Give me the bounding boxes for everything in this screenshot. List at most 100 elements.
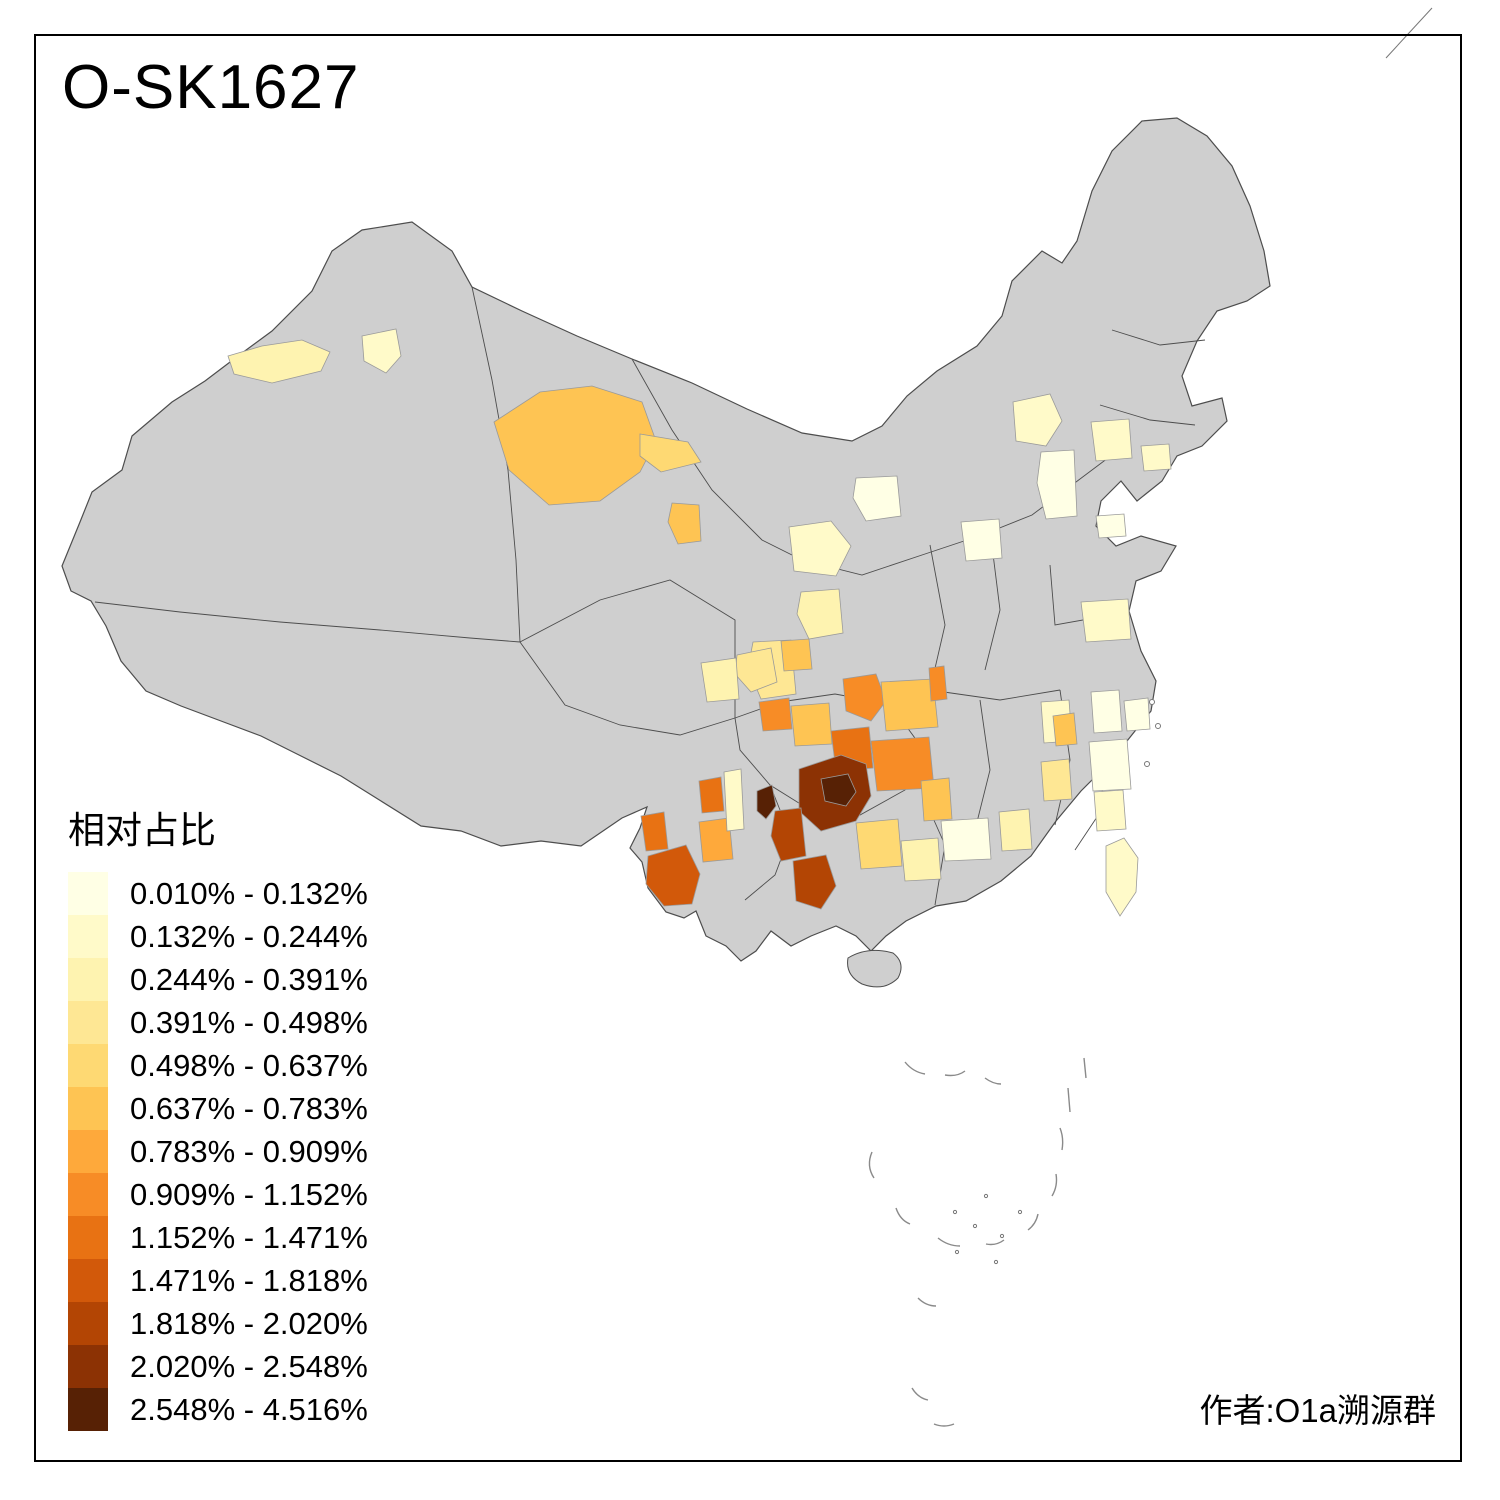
- map-region-shaanxi-south-sliver: [928, 665, 948, 702]
- map-region-yunnan-northwest: [640, 811, 669, 852]
- province-border-line: [1111, 329, 1206, 346]
- map-region-gansu-alxa-east: [639, 433, 702, 473]
- sea-islet-dot: [1017, 1209, 1023, 1215]
- legend-label: 0.637% - 0.783%: [130, 1090, 368, 1126]
- province-border-line: [929, 689, 1061, 701]
- legend-swatch: [68, 1044, 108, 1087]
- legend-swatch: [68, 1087, 108, 1130]
- legend-label: 1.471% - 1.818%: [130, 1262, 368, 1298]
- province-border-line: [1099, 404, 1196, 426]
- map-region-jiangsu-north-pale: [1080, 598, 1132, 643]
- sea-islet-dot: [972, 1223, 978, 1229]
- legend-item: 0.498% - 0.637%: [68, 1044, 368, 1087]
- map-region-ne-jilin-west: [1036, 449, 1078, 520]
- legend-item: 0.391% - 0.498%: [68, 1001, 368, 1044]
- legend-label: 2.020% - 2.548%: [130, 1348, 368, 1384]
- province-border-line: [631, 358, 803, 561]
- map-region-zhejiang-coast-pale: [1123, 697, 1151, 732]
- legend-item: 1.818% - 2.020%: [68, 1302, 368, 1345]
- map-region-sichuan-west: [700, 657, 740, 703]
- map-region-hunan-south: [855, 818, 903, 870]
- sea-island-mark: [1051, 1173, 1058, 1197]
- legend-item: 2.020% - 2.548%: [68, 1345, 368, 1388]
- map-region-sichuan-east: [880, 678, 939, 732]
- sea-island-mark: [1083, 1057, 1087, 1079]
- legend-swatch: [68, 1302, 108, 1345]
- sea-islet-dot: [954, 1249, 960, 1255]
- map-region-hunan-west: [920, 777, 953, 822]
- legend-title: 相对占比: [68, 810, 216, 851]
- map-region-sichuan-north: [780, 638, 813, 672]
- sea-island-mark: [904, 1061, 926, 1075]
- sea-islet-dot: [983, 1193, 989, 1199]
- legend-item: 0.783% - 0.909%: [68, 1130, 368, 1173]
- coastal-islet: [1149, 699, 1155, 705]
- map-region-yunnan-northeast: [698, 776, 725, 814]
- map-region-fujian-south: [1093, 789, 1127, 832]
- legend-swatch: [68, 1388, 108, 1431]
- map-region-shaanxi-north-pale: [852, 475, 902, 522]
- attribution: 作者:O1a溯源群: [1199, 1392, 1436, 1429]
- legend-swatch: [68, 1259, 108, 1302]
- sea-island-mark: [917, 1297, 937, 1307]
- sea-island-mark: [937, 1237, 961, 1247]
- map-region-chengdu-basin: [758, 697, 793, 732]
- map-region-ne-jilin-east: [1090, 418, 1133, 462]
- legend-label: 0.498% - 0.637%: [130, 1047, 368, 1083]
- map-region-ningxia-pale: [788, 520, 852, 577]
- map-region-anhui-pale: [1090, 689, 1123, 734]
- legend-label: 0.132% - 0.244%: [130, 918, 368, 954]
- map-region-guizhou-core: [820, 773, 857, 807]
- china-mainland: [61, 117, 1271, 962]
- province-border-line: [974, 699, 991, 831]
- map-region-guangdong-northeast: [998, 808, 1033, 852]
- sea-island-mark: [911, 1387, 929, 1401]
- sea-island-mark: [944, 1070, 966, 1077]
- map-region-gansu-lanzhou: [796, 588, 844, 640]
- sea-island-mark: [984, 1077, 1002, 1085]
- legend-swatch: [68, 915, 108, 958]
- map-region-fujian-north-pale: [1088, 738, 1132, 792]
- legend-item: 0.244% - 0.391%: [68, 958, 368, 1001]
- province-border-line: [94, 601, 521, 643]
- coastal-islet: [1155, 723, 1161, 729]
- legend-item: 1.471% - 1.818%: [68, 1259, 368, 1302]
- map-region-jiangxi-south: [1040, 758, 1073, 802]
- map-region-guangxi-northwest: [792, 854, 837, 910]
- map-region-hunan-southeast: [900, 837, 942, 882]
- map-region-sichuan-middle: [790, 702, 833, 747]
- legend-item: 0.637% - 0.783%: [68, 1087, 368, 1130]
- legend-label: 1.152% - 1.471%: [130, 1219, 368, 1255]
- plot-frame: [34, 34, 1462, 1462]
- map-region-yunnan-west: [645, 844, 701, 907]
- sea-islet-dot: [999, 1233, 1005, 1239]
- province-border-line: [471, 286, 521, 643]
- legend-item: 0.132% - 0.244%: [68, 915, 368, 958]
- hainan-island: [847, 949, 902, 988]
- page-title: O-SK1627: [62, 53, 360, 122]
- sea-islet-dot: [993, 1259, 999, 1265]
- legend-label: 0.244% - 0.391%: [130, 961, 368, 997]
- legend-item: 0.010% - 0.132%: [68, 872, 368, 915]
- map-region-gansu-corridor-small: [667, 502, 702, 545]
- sea-island-mark: [868, 1151, 875, 1179]
- legend-swatch: [68, 1001, 108, 1044]
- legend-swatch: [68, 1216, 108, 1259]
- legend-item: 0.909% - 1.152%: [68, 1173, 368, 1216]
- map-region-beijing-pale: [1095, 513, 1127, 539]
- sea-islet-dot: [952, 1209, 958, 1215]
- map-region-xinjiang-ili-west: [227, 339, 331, 384]
- legend-label: 0.391% - 0.498%: [130, 1004, 368, 1040]
- sea-island-mark: [1059, 1127, 1064, 1151]
- province-border-line: [734, 693, 921, 816]
- map-region-guizhou-southwest: [770, 807, 807, 862]
- data-regions: [227, 328, 1172, 917]
- province-border-line: [519, 579, 736, 718]
- map-region-ne-east-small: [1140, 443, 1172, 472]
- legend-swatch: [68, 1130, 108, 1173]
- map-region-jiangxi-middle: [1052, 712, 1078, 747]
- legend-swatch: [68, 958, 108, 1001]
- legend-label: 0.010% - 0.132%: [130, 875, 368, 911]
- sea-island-mark: [895, 1207, 911, 1225]
- legend-label: 0.909% - 1.152%: [130, 1176, 368, 1212]
